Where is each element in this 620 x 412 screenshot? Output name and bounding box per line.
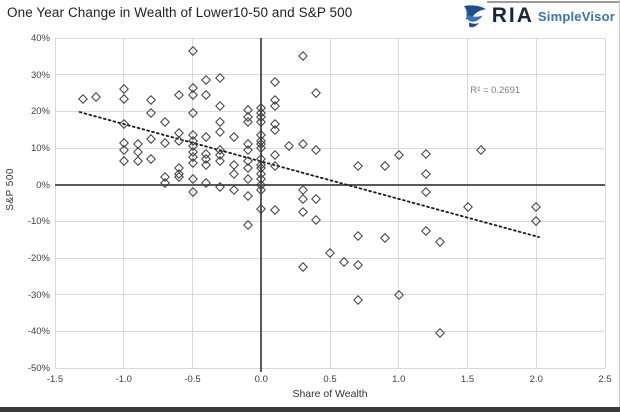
x-tick-label: 2.0 bbox=[529, 374, 543, 385]
x-tick-label: -1.0 bbox=[115, 374, 132, 385]
logo-product-text: SimpleVisor bbox=[537, 8, 615, 24]
vertical-gridline bbox=[604, 38, 606, 368]
vertical-gridline bbox=[54, 38, 56, 368]
trendline bbox=[78, 111, 540, 239]
x-tick-label: -1.5 bbox=[46, 374, 64, 385]
x-tick-label: 0.5 bbox=[323, 374, 337, 385]
y-tick-label: -30% bbox=[27, 289, 50, 301]
top-right-border-line bbox=[487, 1, 620, 3]
horizontal-gridline bbox=[55, 110, 605, 112]
horizontal-gridline bbox=[55, 37, 605, 39]
horizontal-gridline bbox=[55, 367, 605, 369]
vertical-gridline bbox=[192, 38, 193, 368]
y-tick-label: 40% bbox=[30, 33, 50, 44]
y-tick-label: -10% bbox=[27, 216, 50, 228]
x-zero-axis-line bbox=[260, 38, 263, 372]
y-tick-label: -40% bbox=[27, 326, 50, 338]
vertical-gridline bbox=[123, 38, 125, 368]
eagle-icon bbox=[463, 5, 486, 28]
x-tick-label: 1.0 bbox=[392, 374, 406, 385]
y-tick-label: -50% bbox=[27, 363, 50, 374]
x-tick-label: 0.0 bbox=[254, 374, 268, 385]
vertical-gridline bbox=[467, 38, 468, 368]
x-axis-title: Share of Wealth bbox=[292, 388, 368, 400]
x-tick-label: 2.5 bbox=[598, 374, 612, 385]
x-tick-label: 1.5 bbox=[460, 374, 475, 385]
horizontal-gridline bbox=[55, 294, 605, 296]
r-squared-annotation: R² = 0.2691 bbox=[470, 85, 521, 97]
chart-title: One Year Change in Wealth of Lower10-50 … bbox=[7, 5, 353, 20]
y-zero-axis-line bbox=[55, 183, 605, 186]
horizontal-gridline bbox=[55, 220, 605, 222]
bottom-border-band bbox=[0, 407, 620, 412]
vertical-gridline bbox=[535, 38, 537, 368]
horizontal-gridline bbox=[55, 330, 605, 332]
y-tick-label: 10% bbox=[30, 143, 50, 154]
horizontal-gridline bbox=[55, 257, 605, 259]
vertical-gridline bbox=[329, 38, 331, 368]
x-tick-label: -0.5 bbox=[184, 374, 201, 385]
y-tick-label: -20% bbox=[27, 253, 50, 264]
ria-simplevisor-logo: RIA SimpleVisor bbox=[462, 4, 615, 28]
y-tick-label: 20% bbox=[30, 106, 50, 118]
vertical-gridline bbox=[398, 38, 400, 368]
y-tick-label: 0% bbox=[36, 179, 50, 191]
y-tick-label: 30% bbox=[30, 69, 50, 81]
horizontal-gridline bbox=[55, 147, 605, 149]
logo-brand-text: RIA bbox=[491, 4, 534, 27]
scatter-plot-area: R² = 0.2691 -1.5 -1.0 -0.5 0.0 0.5 1.0 1.5 2.0 2… bbox=[28, 33, 612, 385]
horizontal-gridline bbox=[55, 74, 605, 76]
